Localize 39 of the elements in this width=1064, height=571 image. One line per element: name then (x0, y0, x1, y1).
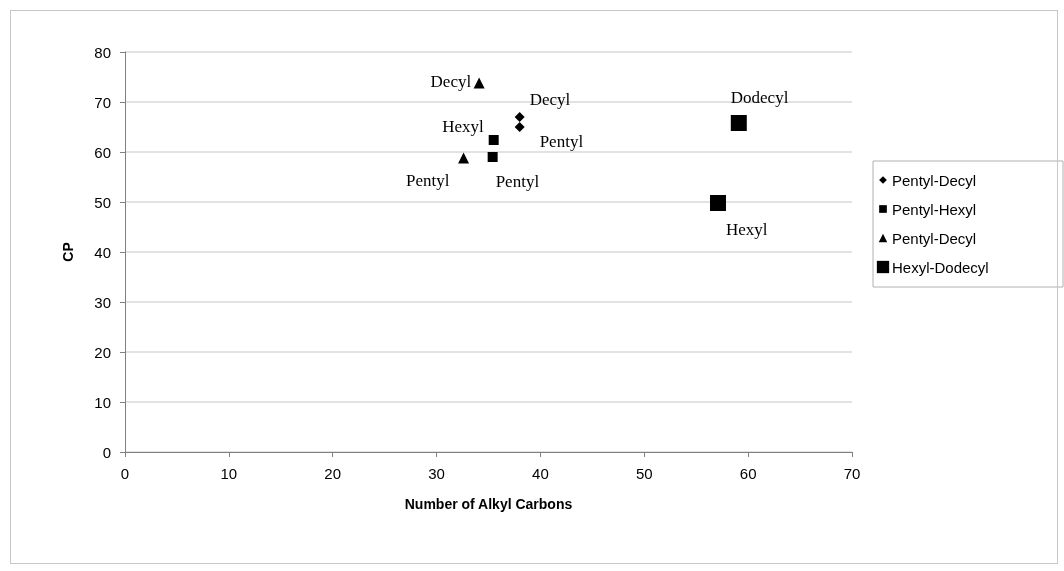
y-tick-label: 70 (94, 93, 111, 111)
x-tick-label: 60 (739, 465, 757, 482)
legend-label: Pentyl-Decyl (892, 171, 977, 189)
y-tick-label: 50 (94, 193, 111, 211)
point (458, 152, 470, 164)
x-tick-label: 20 (324, 465, 342, 482)
point (488, 135, 499, 145)
x-tick-label: 50 (635, 465, 653, 482)
annotation: Pentyl (495, 171, 540, 191)
y-tick-label: 40 (94, 243, 111, 261)
x-tick-label: 40 (532, 465, 549, 482)
y-tick-label: 20 (94, 343, 111, 361)
x-axis-title: Number of Alkyl Carbons (404, 496, 573, 512)
y-tick-label: 80 (94, 43, 111, 61)
point (473, 77, 485, 89)
legend-label: Pentyl-Decyl (892, 229, 977, 247)
point (710, 195, 727, 211)
y-tick-label: 60 (94, 143, 111, 161)
point (514, 112, 525, 122)
point (730, 115, 747, 131)
y-tick-label: 30 (94, 293, 111, 311)
legend-label: Pentyl-Hexyl (892, 200, 977, 218)
y-tick-label: 10 (94, 393, 111, 411)
annotation: Hexyl (726, 219, 768, 239)
legend-label: Hexyl-Dodecyl (892, 258, 989, 276)
y-axis-title: CP (60, 242, 76, 262)
x-tick-label: 30 (428, 465, 445, 482)
x-tick-label: 70 (843, 465, 861, 482)
annotation: Pentyl (539, 131, 584, 151)
x-tick-label: 0 (120, 465, 130, 482)
x-tick-label: 10 (220, 465, 238, 482)
annotation: Pentyl (406, 170, 450, 190)
annotation: Decyl (529, 89, 571, 109)
annotation: Dodecyl (730, 87, 789, 107)
annotation: Decyl (430, 71, 472, 91)
point (514, 122, 525, 132)
point (487, 152, 498, 162)
y-tick-label: 0 (102, 443, 111, 461)
annotation: Hexyl (442, 116, 484, 136)
